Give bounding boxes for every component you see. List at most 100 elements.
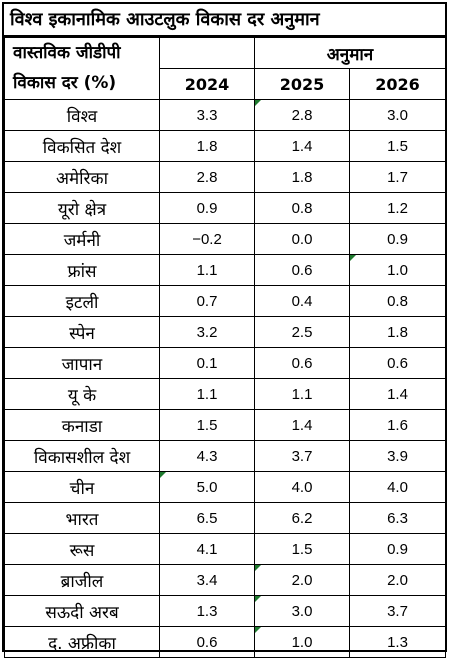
growth-value: 0.0 xyxy=(291,230,313,248)
table-row: इटली 0.7 0.4 0.8 xyxy=(4,285,446,317)
country-name: द. अफ्रीका xyxy=(48,633,116,654)
growth-value: 6.5 xyxy=(196,509,218,527)
growth-value: 2.0 xyxy=(387,571,408,589)
value-cell-2025: 1.0 xyxy=(254,626,350,658)
country-cell: इटली xyxy=(4,285,160,317)
growth-value: 0.6 xyxy=(291,261,313,279)
country-name: सऊदी अरब xyxy=(45,602,119,623)
growth-value: 1.3 xyxy=(196,602,218,620)
table-row: कनाडा 1.5 1.4 1.6 xyxy=(4,409,446,441)
value-cell-2024: 1.3 xyxy=(159,595,255,627)
table-row: सऊदी अरब 1.3 3.0 3.7 xyxy=(4,595,446,627)
value-cell-2026: 1.3 xyxy=(349,626,446,658)
country-name: कनाडा xyxy=(61,416,103,437)
country-cell: जर्मनी xyxy=(4,223,160,255)
table-row: जर्मनी −0.2 0.0 0.9 xyxy=(4,223,446,255)
table-row: विश्व 3.3 2.8 3.0 xyxy=(4,99,446,131)
year-header-2025: 2025 xyxy=(254,68,350,100)
comment-marker-icon xyxy=(255,596,261,602)
growth-value: 0.9 xyxy=(387,230,408,248)
growth-value: −0.2 xyxy=(192,230,222,248)
country-cell: विकासशील देश xyxy=(4,440,160,472)
table-row: फ्रांस 1.1 0.6 1.0 xyxy=(4,254,446,286)
value-cell-2025: 2.8 xyxy=(254,99,350,131)
country-cell: कनाडा xyxy=(4,409,160,441)
growth-value: 5.0 xyxy=(196,478,218,496)
country-name: चीन xyxy=(69,478,95,499)
year-header-2026: 2026 xyxy=(349,68,446,100)
country-name: विकसित देश xyxy=(42,137,122,158)
value-cell-2026: 0.6 xyxy=(349,347,446,379)
country-name: भारत xyxy=(65,509,99,530)
metric-header-line2: विकास दर (%) xyxy=(13,73,117,93)
growth-value: 4.0 xyxy=(387,478,408,496)
value-cell-2026: 6.3 xyxy=(349,502,446,534)
growth-value: 0.9 xyxy=(387,540,408,558)
growth-value: 1.7 xyxy=(387,168,408,186)
value-cell-2025: 1.4 xyxy=(254,130,350,162)
value-cell-2026: 2.0 xyxy=(349,564,446,596)
growth-value: 4.0 xyxy=(291,478,313,496)
country-name: अमेरिका xyxy=(56,168,108,189)
country-name: जापान xyxy=(61,354,103,375)
growth-value: 1.2 xyxy=(387,199,408,217)
growth-value: 0.8 xyxy=(291,199,313,217)
growth-value: 3.3 xyxy=(196,106,218,124)
growth-value: 3.4 xyxy=(196,571,218,589)
projection-header: अनुमान xyxy=(254,37,446,69)
growth-value: 1.3 xyxy=(387,633,408,651)
growth-value: 1.0 xyxy=(387,261,408,279)
value-cell-2026: 1.7 xyxy=(349,161,446,193)
value-cell-2025: 3.7 xyxy=(254,440,350,472)
country-cell: स्पेन xyxy=(4,316,160,348)
growth-value: 2.8 xyxy=(291,106,313,124)
value-cell-2024: 3.4 xyxy=(159,564,255,596)
value-cell-2024: 4.1 xyxy=(159,533,255,565)
table-row: यूरो क्षेत्र 0.9 0.8 1.2 xyxy=(4,192,446,224)
value-cell-2025: 2.5 xyxy=(254,316,350,348)
growth-value: 1.4 xyxy=(387,385,408,403)
country-cell: चीन xyxy=(4,471,160,503)
growth-value: 1.6 xyxy=(387,416,408,434)
comment-marker-icon xyxy=(255,100,261,106)
growth-value: 3.9 xyxy=(387,447,408,465)
growth-value: 2.8 xyxy=(196,168,218,186)
value-cell-2026: 4.0 xyxy=(349,471,446,503)
table-row: चीन 5.0 4.0 4.0 xyxy=(4,471,446,503)
country-cell: फ्रांस xyxy=(4,254,160,286)
growth-value: 1.1 xyxy=(291,385,313,403)
year-header-2024: 2024 xyxy=(159,68,255,100)
value-cell-2025: 1.5 xyxy=(254,533,350,565)
value-cell-2024: 3.2 xyxy=(159,316,255,348)
growth-value: 2.5 xyxy=(291,323,313,341)
country-cell: ब्राजील xyxy=(4,564,160,596)
table-row: विकसित देश 1.8 1.4 1.5 xyxy=(4,130,446,162)
country-name: जर्मनी xyxy=(63,230,101,251)
value-cell-2024: 2.8 xyxy=(159,161,255,193)
growth-value: 1.0 xyxy=(291,633,313,651)
growth-value: 0.6 xyxy=(291,354,313,372)
table-row: भारत 6.5 6.2 6.3 xyxy=(4,502,446,534)
growth-value: 0.9 xyxy=(196,199,218,217)
table-row: रूस 4.1 1.5 0.9 xyxy=(4,533,446,565)
growth-value: 3.0 xyxy=(291,602,313,620)
growth-value: 1.5 xyxy=(291,540,313,558)
growth-value: 1.1 xyxy=(196,385,218,403)
country-cell: जापान xyxy=(4,347,160,379)
value-cell-2024: 6.5 xyxy=(159,502,255,534)
country-name: इटली xyxy=(65,292,99,313)
country-cell: रूस xyxy=(4,533,160,565)
table-row: ब्राजील 3.4 2.0 2.0 xyxy=(4,564,446,596)
country-cell: विश्व xyxy=(4,99,160,131)
value-cell-2026: 3.7 xyxy=(349,595,446,627)
value-cell-2024: 0.1 xyxy=(159,347,255,379)
growth-value: 0.6 xyxy=(387,354,408,372)
value-cell-2026: 1.5 xyxy=(349,130,446,162)
growth-value: 0.1 xyxy=(196,354,218,372)
table-row: अमेरिका 2.8 1.8 1.7 xyxy=(4,161,446,193)
growth-value: 4.3 xyxy=(196,447,218,465)
growth-value: 2.0 xyxy=(291,571,313,589)
value-cell-2025: 1.1 xyxy=(254,378,350,410)
value-cell-2024: 4.3 xyxy=(159,440,255,472)
value-cell-2026: 0.9 xyxy=(349,533,446,565)
